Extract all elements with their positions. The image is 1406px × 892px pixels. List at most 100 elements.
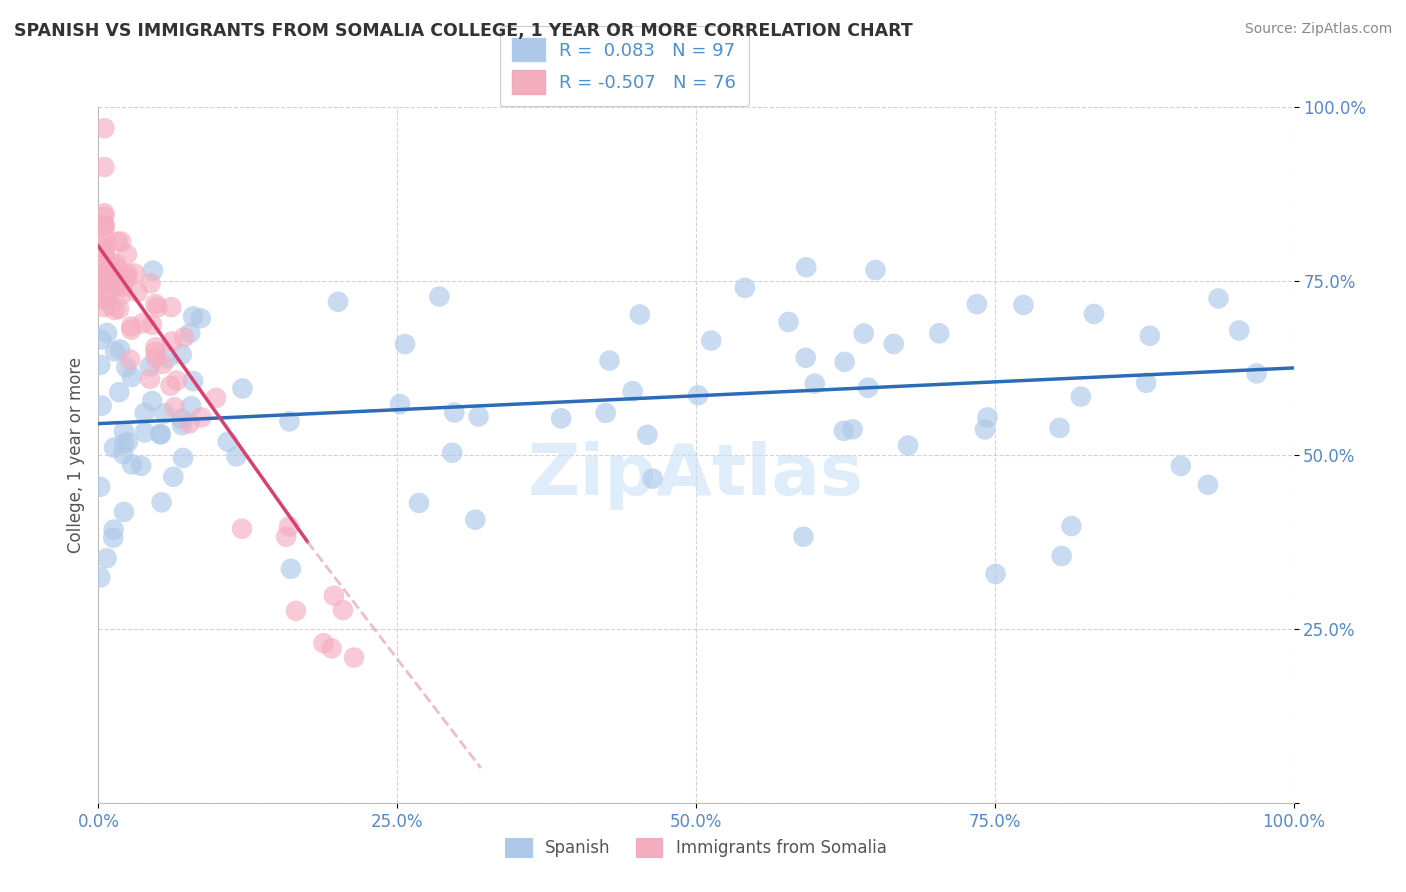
Point [179,417,201,431]
Point [162,470,184,484]
Point [93,241,115,255]
Point [104,303,127,318]
Legend: Spanish, Immigrants from Somalia: Spanish, Immigrants from Somalia [499,831,893,864]
Point [108,385,131,400]
Point [110,235,132,249]
Point [231,381,253,395]
Point [278,414,301,428]
Point [180,399,202,413]
Point [93,210,115,224]
Point [149,426,172,441]
Point [467,409,489,424]
Point [139,277,162,291]
Point [131,316,153,330]
Point [1170,458,1192,473]
Point [636,427,658,442]
Point [1050,549,1073,563]
Point [841,422,863,436]
Point [127,285,149,300]
Point [112,425,135,439]
Point [149,427,172,442]
Point [93,222,115,236]
Point [96,326,118,340]
Point [804,376,827,391]
Point [628,308,651,322]
Point [160,334,183,349]
Point [103,441,125,455]
Point [100,298,122,312]
Point [408,496,430,510]
Point [427,290,450,304]
Point [388,397,411,411]
Point [107,235,129,249]
Point [96,551,118,566]
Point [141,318,163,332]
Point [104,344,127,359]
Point [205,391,228,405]
Point [225,450,247,464]
Point [104,257,127,271]
Point [93,260,115,275]
Point [1060,519,1083,533]
Point [145,351,167,365]
Point [90,399,112,413]
Point [121,370,143,384]
Point [897,438,920,452]
Point [595,406,617,420]
Point [103,531,125,545]
Point [976,410,998,425]
Point [217,434,239,449]
Point [139,372,162,386]
Point [598,353,620,368]
Point [190,410,212,425]
Point [322,589,344,603]
Point [1012,298,1035,312]
Point [1135,376,1157,390]
Point [93,271,115,285]
Point [974,422,997,436]
Point [1083,307,1105,321]
Point [93,300,115,314]
Point [105,279,128,293]
Point [312,636,335,650]
Point [792,530,814,544]
Point [832,424,855,438]
Point [117,434,139,449]
Point [112,436,135,450]
Point [93,242,115,256]
Point [173,330,195,344]
Point [93,268,115,282]
Point [115,360,138,375]
Point [156,351,179,366]
Point [108,343,131,357]
Point [117,267,139,281]
Point [96,272,118,286]
Point [278,519,301,533]
Point [852,326,875,341]
Point [111,280,134,294]
Point [98,260,121,275]
Point [170,348,193,362]
Text: ZipAtlas: ZipAtlas [529,442,863,510]
Point [134,425,156,440]
Point [172,450,194,465]
Point [332,603,354,617]
Point [441,446,464,460]
Point [343,650,366,665]
Point [621,384,644,399]
Point [93,266,115,280]
Point [120,323,142,337]
Point [152,357,174,371]
Point [276,530,298,544]
Point [231,522,253,536]
Point [464,513,486,527]
Point [1049,421,1071,435]
Point [163,401,186,415]
Point [170,412,193,426]
Point [100,260,122,275]
Point [134,406,156,420]
Point [93,206,115,220]
Point [121,458,143,472]
Point [98,254,121,268]
Point [150,495,173,509]
